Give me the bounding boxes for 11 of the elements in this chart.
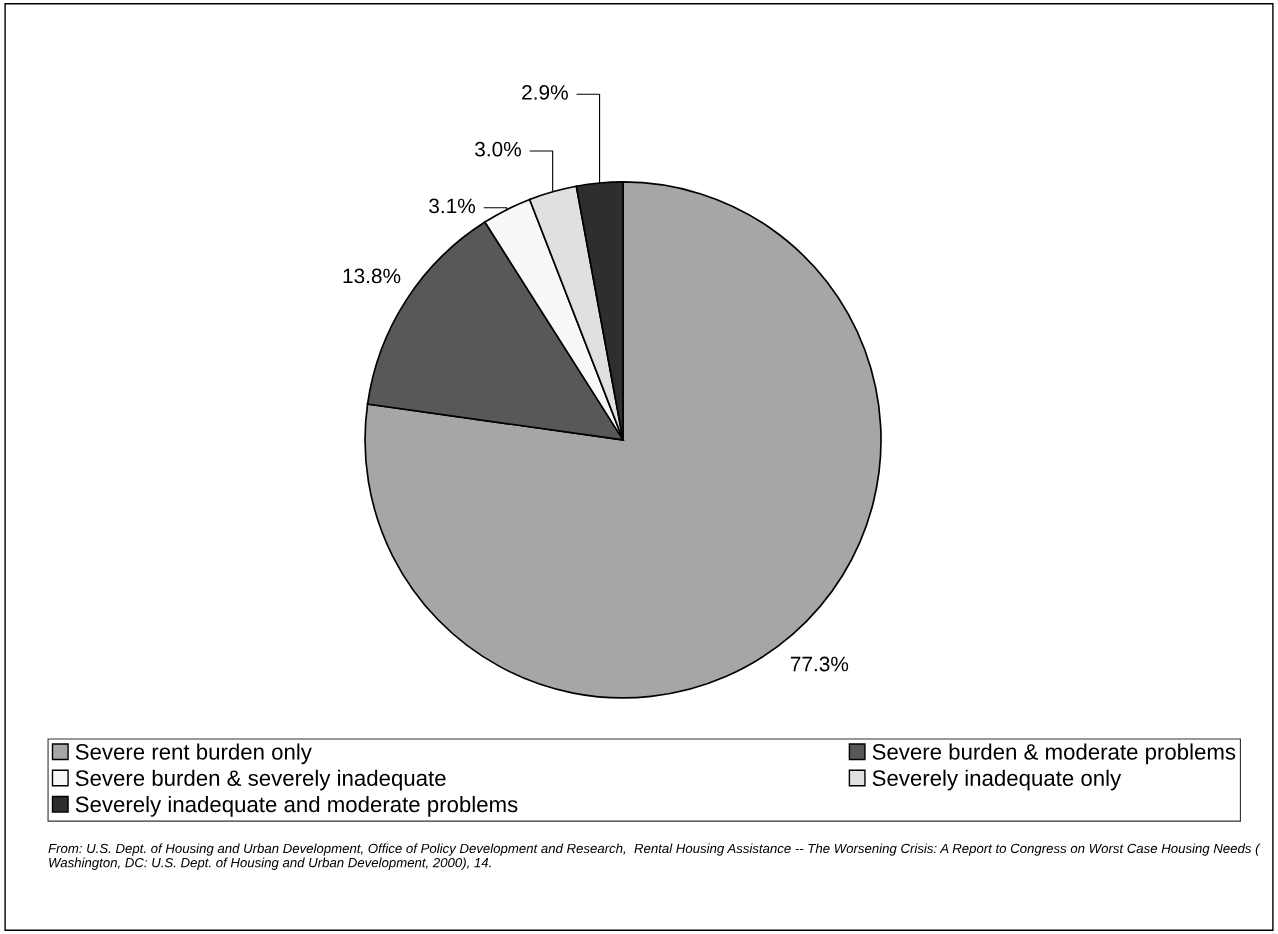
legend-label: Severe rent burden only bbox=[75, 743, 312, 765]
legend-label: Severe burden & moderate problems bbox=[872, 743, 1236, 765]
legend-label: Severe burden & severely inadequate bbox=[75, 769, 446, 791]
data-label: 77.3% bbox=[790, 656, 849, 672]
data-label: 2.9% bbox=[522, 85, 568, 100]
data-label: 3.0% bbox=[475, 141, 521, 157]
legend-label: Severely inadequate and moderate problems bbox=[75, 795, 518, 817]
text: From: U.S. Dept. of Housing and Urban Development, Office of Policy Development and Research, Rental Housing Assistance -- The Worsening Crisis: A Report to Congress on Worst Case Housing Needs ( Washington, DC: U.S. Dept. of Housing and Urban Development, 2000), 14. bbox=[48, 843, 1261, 870]
data-label: 3.1% bbox=[429, 198, 476, 214]
data-label: 13.8% bbox=[343, 268, 401, 284]
legend-label: Severely inadequate only bbox=[872, 769, 1122, 791]
